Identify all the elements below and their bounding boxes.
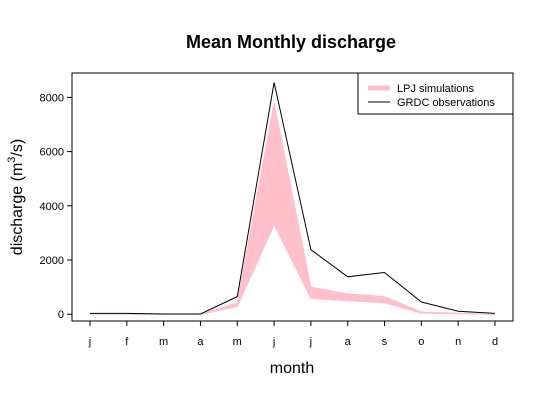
y-tick-label: 4000	[40, 201, 64, 213]
y-axis-label: discharge (m3/s)	[6, 139, 26, 255]
plot-frame	[71, 72, 514, 322]
x-tick-label: n	[455, 336, 461, 348]
x-tick-label: m	[233, 336, 242, 348]
chart-title: Mean Monthly discharge	[186, 32, 396, 52]
x-tick-label: a	[345, 336, 352, 348]
x-tick-label: a	[197, 336, 204, 348]
y-tick-label: 6000	[40, 147, 64, 159]
legend-box	[357, 72, 514, 115]
x-tick-label: m	[159, 336, 168, 348]
x-axis-label: month	[270, 360, 314, 377]
y-axis: 0 2000 4000 6000 8000	[40, 92, 72, 321]
grdc-observation-line	[90, 82, 496, 315]
simulation-band-layer	[90, 102, 496, 315]
x-tick-label: s	[382, 336, 388, 348]
observation-line-layer	[90, 82, 496, 315]
y-axis-label-tail: /s)	[9, 139, 26, 157]
lpj-simulation-band	[90, 102, 496, 315]
legend-label-grdc: GRDC observations	[397, 97, 495, 109]
y-axis-label-superscript: 3	[6, 157, 18, 163]
y-tick-label: 2000	[40, 255, 64, 267]
x-tick-label: d	[492, 336, 498, 348]
legend: LPJ simulations GRDC observations	[357, 72, 514, 115]
x-tick-label: j	[272, 336, 275, 348]
x-tick-label: j	[309, 336, 312, 348]
x-tick-label: o	[418, 336, 424, 348]
legend-label-lpj: LPJ simulations	[397, 83, 475, 95]
y-axis-label-main: discharge (m	[9, 163, 26, 255]
x-tick-label: j	[88, 336, 91, 348]
x-tick-label: f	[125, 336, 129, 348]
y-tick-label: 0	[58, 309, 64, 321]
y-tick-label: 8000	[40, 92, 64, 104]
